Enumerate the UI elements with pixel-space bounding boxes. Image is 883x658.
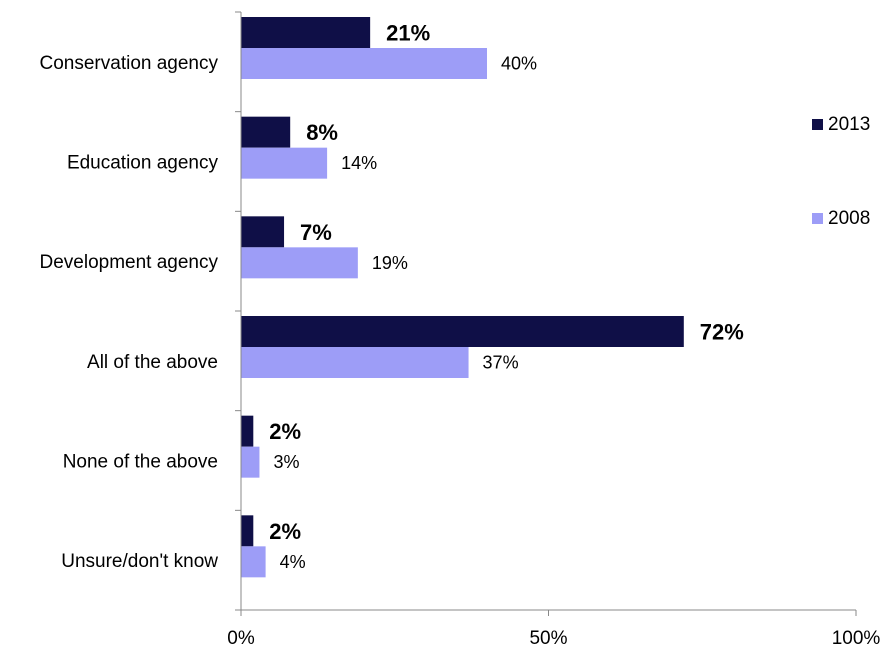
data-label-2013-conservation-agency: 21% xyxy=(386,21,430,46)
data-label-2008-education-agency: 14% xyxy=(341,153,377,173)
data-label-2008-unsure-don-t-know: 4% xyxy=(280,552,306,572)
legend-swatch-2008 xyxy=(812,213,823,224)
category-label-all-of-the-above: All of the above xyxy=(87,352,218,373)
legend-label-2008: 2008 xyxy=(828,208,870,229)
bar-2008-none-of-the-above xyxy=(241,446,260,478)
bar-2008-all-of-the-above xyxy=(241,347,469,378)
bar-2008-unsure-don-t-know xyxy=(241,546,266,578)
bar-2008-development-agency xyxy=(241,247,358,279)
bar-2013-all-of-the-above xyxy=(241,316,684,347)
category-label-conservation-agency: Conservation agency xyxy=(40,53,219,74)
data-label-2013-all-of-the-above: 72% xyxy=(700,320,744,345)
data-label-2013-unsure-don-t-know: 2% xyxy=(269,519,301,544)
data-label-2008-all-of-the-above: 37% xyxy=(483,353,519,373)
bar-2013-education-agency xyxy=(241,116,291,148)
category-label-unsure-don-t-know: Unsure/don't know xyxy=(61,551,218,572)
data-label-2008-conservation-agency: 40% xyxy=(501,54,537,74)
bar-2013-development-agency xyxy=(241,216,285,248)
x-tick-label: 100% xyxy=(832,628,881,649)
data-label-2013-education-agency: 8% xyxy=(306,120,338,145)
category-label-development-agency: Development agency xyxy=(40,252,219,273)
category-label-education-agency: Education agency xyxy=(67,153,219,174)
bar-2013-conservation-agency xyxy=(241,17,371,48)
data-label-2013-development-agency: 7% xyxy=(300,220,332,245)
legend-swatch-2013 xyxy=(812,119,823,130)
bar-2008-conservation-agency xyxy=(241,48,487,79)
x-tick-label: 0% xyxy=(227,628,255,649)
data-label-2008-none-of-the-above: 3% xyxy=(273,452,299,472)
bar-2013-unsure-don-t-know xyxy=(241,515,254,547)
bar-2008-education-agency xyxy=(241,147,328,179)
x-tick-label: 50% xyxy=(529,628,567,649)
bar-2013-none-of-the-above xyxy=(241,415,254,447)
data-label-2008-development-agency: 19% xyxy=(372,253,408,273)
category-label-none-of-the-above: None of the above xyxy=(63,452,218,473)
legend-label-2013: 2013 xyxy=(828,114,870,135)
data-label-2013-none-of-the-above: 2% xyxy=(269,419,301,444)
